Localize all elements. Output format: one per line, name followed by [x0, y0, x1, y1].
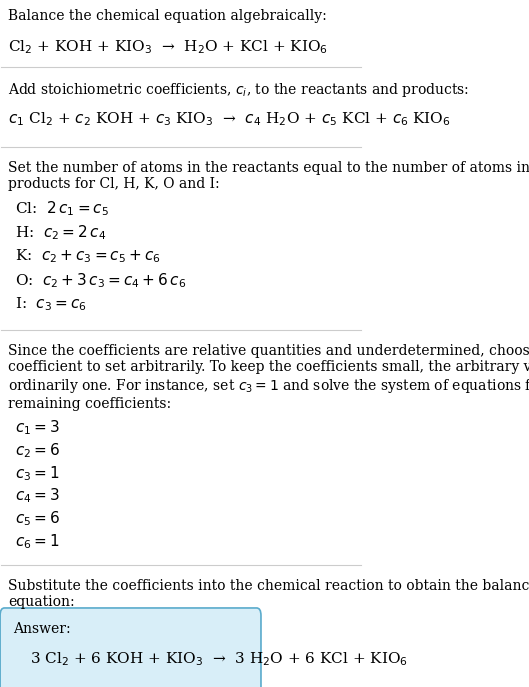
Text: $c_4 = 3$: $c_4 = 3$	[15, 486, 60, 506]
Text: H:  $c_2 = 2\,c_4$: H: $c_2 = 2\,c_4$	[15, 224, 106, 243]
FancyBboxPatch shape	[0, 608, 261, 687]
Text: 3 Cl$_2$ + 6 KOH + KIO$_3$  →  3 H$_2$O + 6 KCl + KIO$_6$: 3 Cl$_2$ + 6 KOH + KIO$_3$ → 3 H$_2$O + …	[30, 651, 408, 668]
Text: $c_1$ Cl$_2$ + $c_2$ KOH + $c_3$ KIO$_3$  →  $c_4$ H$_2$O + $c_5$ KCl + $c_6$ KI: $c_1$ Cl$_2$ + $c_2$ KOH + $c_3$ KIO$_3$…	[8, 110, 451, 128]
Text: $c_3 = 1$: $c_3 = 1$	[15, 464, 60, 482]
Text: Set the number of atoms in the reactants equal to the number of atoms in the
pro: Set the number of atoms in the reactants…	[8, 161, 529, 191]
Text: Since the coefficients are relative quantities and underdetermined, choose a
coe: Since the coefficients are relative quan…	[8, 344, 529, 411]
Text: $c_6 = 1$: $c_6 = 1$	[15, 532, 60, 551]
Text: Answer:: Answer:	[13, 622, 71, 636]
Text: Cl$_2$ + KOH + KIO$_3$  →  H$_2$O + KCl + KIO$_6$: Cl$_2$ + KOH + KIO$_3$ → H$_2$O + KCl + …	[8, 38, 328, 56]
Text: O:  $c_2 + 3\,c_3 = c_4 + 6\,c_6$: O: $c_2 + 3\,c_3 = c_4 + 6\,c_6$	[15, 272, 187, 291]
Text: $c_2 = 6$: $c_2 = 6$	[15, 441, 60, 460]
Text: Cl:  $2\,c_1 = c_5$: Cl: $2\,c_1 = c_5$	[15, 200, 110, 218]
Text: I:  $c_3 = c_6$: I: $c_3 = c_6$	[15, 296, 87, 313]
Text: Substitute the coefficients into the chemical reaction to obtain the balanced
eq: Substitute the coefficients into the che…	[8, 579, 529, 609]
Text: K:  $c_2 + c_3 = c_5 + c_6$: K: $c_2 + c_3 = c_5 + c_6$	[15, 248, 161, 265]
Text: Add stoichiometric coefficients, $c_i$, to the reactants and products:: Add stoichiometric coefficients, $c_i$, …	[8, 81, 469, 99]
Text: Balance the chemical equation algebraically:: Balance the chemical equation algebraica…	[8, 10, 327, 23]
Text: $c_1 = 3$: $c_1 = 3$	[15, 418, 60, 437]
Text: $c_5 = 6$: $c_5 = 6$	[15, 509, 60, 528]
